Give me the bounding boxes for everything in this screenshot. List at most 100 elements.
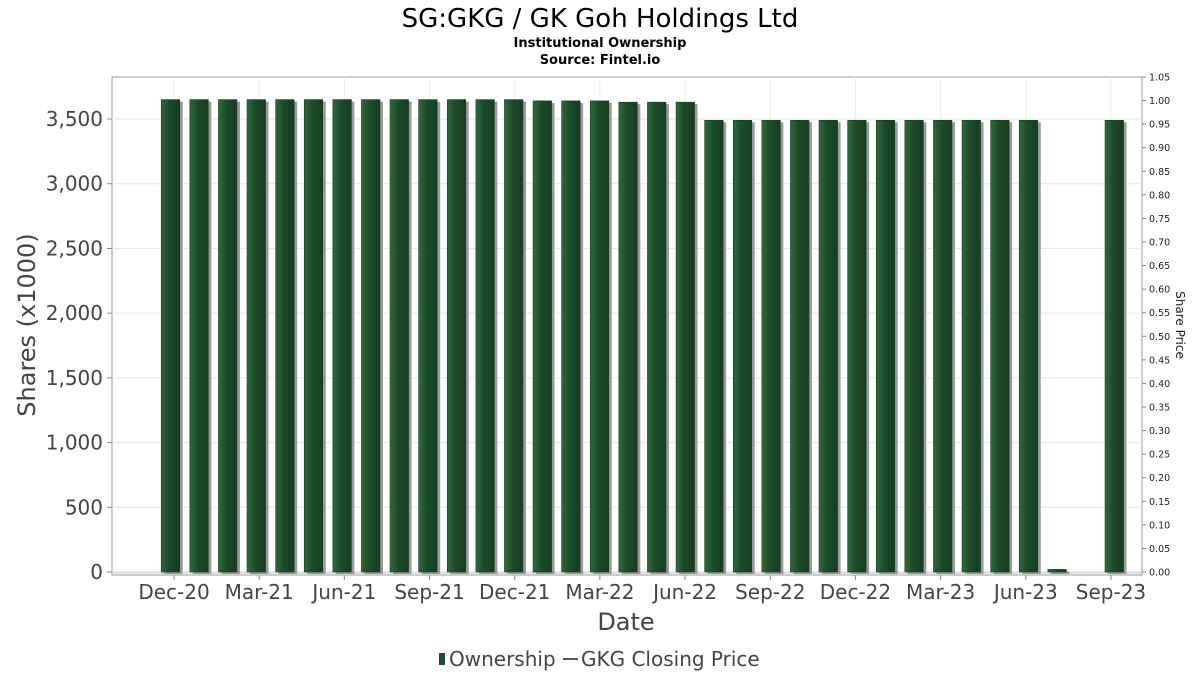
bar-body — [618, 101, 638, 573]
bar-body — [933, 119, 953, 573]
bar-body — [818, 119, 838, 573]
y-tick-label: 500 — [65, 495, 103, 519]
bar — [1104, 119, 1127, 575]
legend-price-label: GKG Closing Price — [581, 647, 760, 671]
y-right-tick-label: 0.30 — [1149, 426, 1170, 437]
bar-body — [275, 99, 295, 573]
bar — [561, 100, 584, 574]
y-right-tick-label: 0.70 — [1149, 238, 1170, 249]
legend-ownership-label: Ownership — [449, 647, 556, 671]
x-tick-label: Jun-23 — [992, 580, 1058, 604]
bar — [790, 119, 812, 575]
bar-body — [961, 119, 981, 573]
y-axis-title: Shares (x1000) — [13, 233, 41, 416]
bar — [704, 119, 727, 575]
y-tick-label: 3,000 — [46, 172, 103, 196]
x-tick-label: Dec-21 — [479, 580, 550, 604]
chart-subtitle: Institutional Ownership — [514, 36, 687, 51]
bar — [589, 100, 612, 574]
bar — [847, 119, 870, 575]
bar-body — [790, 119, 810, 573]
legend: Ownership GKG Closing Price — [439, 647, 760, 671]
y-tick-label: 1,000 — [46, 431, 103, 455]
bar-body — [1104, 119, 1124, 573]
bar — [1018, 119, 1041, 575]
x-tick-label: Jun-22 — [651, 580, 717, 604]
y-right-tick-label: 0.00 — [1149, 568, 1170, 579]
bar — [475, 99, 498, 574]
bar-body — [761, 119, 781, 573]
bar — [361, 99, 383, 574]
bar-body — [532, 100, 552, 573]
bar — [303, 99, 326, 574]
y-tick-label: 2,000 — [46, 301, 103, 325]
bar — [218, 99, 240, 574]
x-tick-label: Dec-20 — [138, 580, 209, 604]
x-tick-label: Mar-22 — [565, 580, 634, 604]
x-tick-label: Jun-21 — [310, 580, 376, 604]
y-axis-left: 0 500 1,000 1,500 2,000 2,500 3,000 3,500 — [46, 107, 112, 584]
y-tick-label: 3,500 — [46, 107, 103, 131]
bar-body — [1047, 569, 1067, 573]
bar — [189, 99, 212, 574]
bar-body — [647, 101, 667, 573]
y-right-tick-label: 0.85 — [1149, 167, 1170, 178]
bar-body — [332, 99, 352, 573]
x-axis-title: Date — [597, 608, 654, 636]
y-right-tick-label: 0.90 — [1149, 143, 1170, 154]
chart-source: Source: Fintel.io — [540, 53, 661, 68]
y-axis-right-title: Share Price — [1173, 291, 1187, 359]
bar-body — [589, 100, 610, 573]
y-right-tick-label: 0.55 — [1149, 308, 1170, 319]
y-right-tick-label: 0.95 — [1149, 120, 1170, 131]
bar — [990, 119, 1013, 575]
bar — [761, 119, 784, 575]
x-tick-label: Sep-21 — [394, 580, 464, 604]
bar — [532, 100, 555, 574]
bar — [961, 119, 984, 575]
bar-shadow — [1050, 571, 1070, 574]
bar-body — [904, 119, 924, 573]
bar — [618, 101, 641, 574]
bar-body — [189, 99, 209, 573]
y-right-tick-label: 0.35 — [1149, 403, 1170, 414]
y-right-tick-label: 0.60 — [1149, 285, 1170, 296]
bar-body — [389, 99, 409, 573]
bar-body — [361, 99, 381, 573]
bar — [647, 101, 669, 574]
y-right-tick-label: 0.75 — [1149, 214, 1170, 225]
y-axis-right: 0.00 0.05 0.10 0.15 0.20 0.25 0.30 0.35 0.40 0.45… — [1142, 73, 1170, 579]
x-tick-label: Sep-22 — [735, 580, 805, 604]
legend-ownership-swatch — [439, 653, 445, 665]
y-right-tick-label: 0.20 — [1149, 473, 1170, 484]
y-right-tick-label: 0.10 — [1149, 520, 1170, 531]
bar — [504, 99, 526, 574]
y-right-tick-label: 1.00 — [1149, 96, 1170, 107]
bar — [418, 99, 441, 574]
y-right-tick-label: 0.05 — [1149, 544, 1170, 555]
bar-body — [418, 99, 438, 573]
x-axis: Dec-20 Mar-21 Jun-21 Sep-21 Dec-21 Mar-22 Jun-… — [138, 575, 1146, 604]
bar — [160, 99, 183, 574]
bar — [675, 101, 698, 574]
y-tick-label: 1,500 — [46, 366, 103, 390]
bar — [933, 119, 955, 575]
y-right-tick-label: 0.50 — [1149, 332, 1170, 343]
x-tick-label: Sep-23 — [1076, 580, 1146, 604]
bar — [1047, 569, 1070, 574]
bar — [246, 99, 269, 574]
bar — [818, 119, 841, 575]
bar-body — [1018, 119, 1039, 573]
bar-body — [446, 99, 467, 573]
y-right-tick-label: 1.05 — [1149, 73, 1170, 84]
y-right-tick-label: 0.65 — [1149, 261, 1170, 272]
bar-body — [504, 99, 524, 573]
bar — [732, 119, 755, 575]
y-tick-label: 0 — [90, 560, 103, 584]
x-tick-label: Mar-23 — [906, 580, 975, 604]
bars — [160, 99, 1127, 575]
bar — [904, 119, 927, 575]
bar — [275, 99, 298, 574]
bar-body — [218, 99, 238, 573]
